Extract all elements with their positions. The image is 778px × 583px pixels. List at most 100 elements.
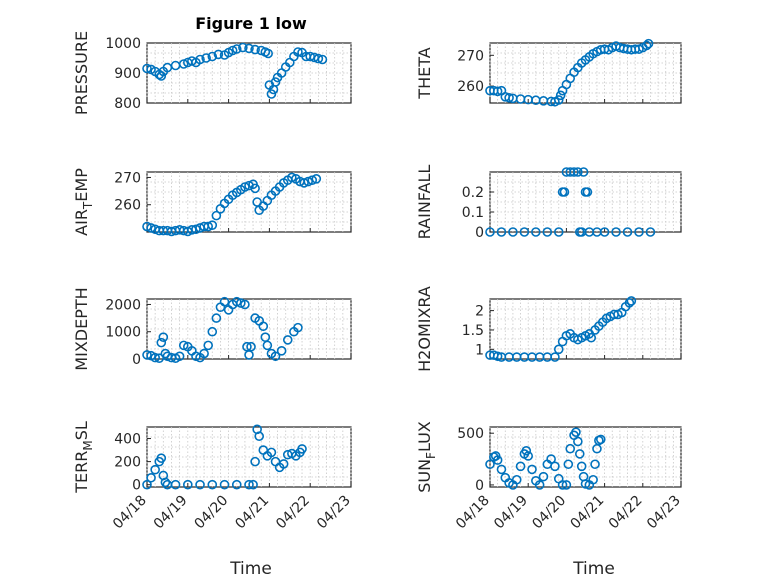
data-point [595,434,606,445]
data-point [643,38,654,49]
data-point [492,351,503,362]
data-point [250,44,260,55]
data-point [569,167,579,177]
data-point [244,43,254,54]
data-point [307,175,318,185]
y-tick-label: 800 [114,96,141,112]
subplot-pressure: 800 900 1000 PRESSURE [72,31,352,115]
data-point [588,474,598,485]
data-point [303,176,313,187]
data-point [282,335,293,345]
data-point [244,479,254,490]
data-point [254,431,265,442]
data-point [645,227,656,237]
data-point [297,444,307,454]
data-point [492,455,503,465]
data-point [624,298,635,308]
data-point [142,221,152,232]
data-point [561,480,572,490]
data-point [240,299,250,310]
data-point [534,480,545,490]
x-tick-label: 04/22 [606,493,646,533]
data-point [299,178,309,188]
y-axis-label: PRESSURE [72,31,91,115]
y-tick-label: 200 [114,455,141,471]
data-point [511,474,522,485]
data-point [523,451,534,461]
data-point [559,187,570,197]
x-tick-label: 04/19 [151,493,191,533]
x-tick-label: 04/22 [273,493,313,533]
data-point [542,227,553,237]
data-point [546,454,556,464]
y-tick-label: 900 [114,66,141,82]
y-tick-label: 2000 [105,297,141,313]
data-point [557,480,568,490]
data-point [504,92,514,103]
x-tick-label: 04/23 [314,493,354,533]
figure-title: Figure 1 low [195,14,307,33]
data-point [586,332,597,343]
data-point [538,471,549,482]
data-point [550,352,560,362]
x-tick-label: 04/21 [232,493,272,533]
data-point [160,477,171,488]
data-point [238,42,248,53]
data-point [146,223,156,233]
x-axis-label-left: Time [229,559,272,579]
y-tick-label: 2 [475,304,484,320]
x-axis-label-right: Time [572,559,615,579]
data-point [219,479,230,490]
data-point [574,449,585,459]
data-point [156,337,167,348]
data-point [240,182,250,192]
x-tick-label: 04/23 [644,493,684,533]
data-point [521,445,532,456]
data-point [207,326,218,337]
data-point [263,48,273,59]
data-point [496,464,507,475]
subplot-h2omixra: 1 1.5 2 H2OMIXRA [415,286,682,372]
data-point [599,227,610,237]
y-tick-label: 0 [475,478,484,494]
y-tick-label: 0.2 [462,185,484,201]
data-point [582,187,593,197]
data-point [174,351,185,362]
x-tick-label: 04/21 [568,493,608,533]
data-point [270,77,281,87]
data-point [555,90,566,101]
data-point [571,427,581,437]
data-point [156,71,167,81]
x-tick-label: 04/19 [491,493,531,533]
data-point [311,174,322,184]
data-point [553,344,564,355]
data-point [207,479,218,490]
y-tick-label: 1000 [105,325,141,341]
subplot-mixdepth: 0 1000 2000 MIXDEPTH [72,287,352,371]
data-point [485,227,495,237]
data-point [634,227,644,237]
subplot-theta: 260 270 THETA [415,38,682,107]
y-tick-label: 0 [475,225,484,241]
data-point [266,447,277,458]
y-tick-label: 400 [114,432,141,448]
data-point [246,341,256,352]
data-point [195,54,205,65]
y-axis-label: THETA [415,47,434,99]
data-point [178,340,189,351]
data-point [231,479,242,490]
data-point [270,351,281,362]
data-point [156,453,167,463]
data-point [492,86,503,97]
data-point [211,313,222,323]
y-tick-label: 270 [457,48,484,64]
data-point [248,479,258,490]
y-axis-label: TERRMSL [72,421,95,494]
subplot-terr_msl: 0 200 400 04/18 04/19 04/20 04/21 04/22 04/23 TER… [72,421,354,532]
data-point [195,479,205,490]
data-point [191,351,201,362]
data-point [266,89,277,99]
